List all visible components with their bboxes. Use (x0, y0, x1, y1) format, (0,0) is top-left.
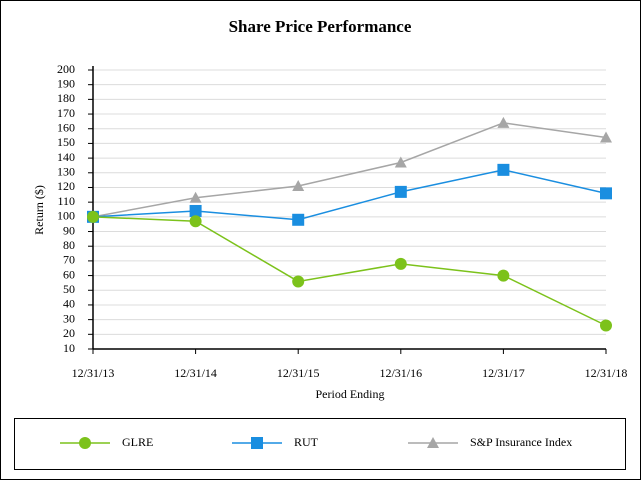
y-tick-label: 140 (57, 150, 75, 164)
data-point (189, 215, 202, 228)
data-point (497, 116, 510, 128)
y-tick-label: 100 (57, 209, 75, 223)
data-point (600, 131, 612, 143)
y-tick-label: 10 (63, 341, 75, 355)
legend-marker (427, 437, 439, 448)
y-tick-label: 90 (63, 223, 75, 237)
data-point (292, 180, 305, 192)
data-point (394, 185, 407, 198)
series-line (92, 216, 607, 327)
legend-label: S&P Insurance Index (470, 435, 572, 449)
y-tick-label: 160 (57, 120, 75, 134)
y-tick-label: 70 (63, 253, 75, 267)
legend-marker (79, 437, 91, 449)
data-point (497, 269, 510, 282)
data-point (87, 210, 99, 223)
data-point (292, 213, 305, 226)
y-tick-label: 170 (57, 106, 75, 120)
y-tick-label: 180 (57, 91, 75, 105)
y-tick-label: 30 (63, 311, 75, 325)
y-tick-label: 190 (57, 76, 75, 90)
data-point (600, 319, 612, 332)
legend-label: GLRE (122, 435, 153, 449)
data-point (394, 156, 407, 168)
y-tick-label: 130 (57, 165, 75, 179)
y-tick-label: 200 (57, 62, 75, 76)
chart-title: Share Price Performance (229, 17, 412, 36)
data-point (292, 275, 305, 288)
data-point (497, 163, 510, 176)
series-line (92, 122, 607, 218)
data-point (600, 187, 612, 200)
data-point (189, 204, 202, 217)
legend-marker (251, 437, 263, 449)
y-tick-label: 80 (63, 238, 75, 252)
y-axis-label: Return ($) (32, 185, 46, 235)
x-axis-label: Period Ending (316, 387, 385, 401)
x-tick-label: 12/31/15 (277, 366, 320, 380)
series-line (92, 169, 607, 221)
x-tick-label: 12/31/17 (482, 366, 525, 380)
y-tick-label: 120 (57, 179, 75, 193)
y-tick-label: 60 (63, 267, 75, 281)
data-point (189, 191, 202, 203)
x-tick-label: 12/31/13 (72, 366, 115, 380)
x-tick-label: 12/31/14 (174, 366, 217, 380)
y-tick-label: 40 (63, 297, 75, 311)
y-tick-label: 20 (63, 326, 75, 340)
x-tick-label: 12/31/18 (585, 366, 628, 380)
x-tick-label: 12/31/16 (379, 366, 422, 380)
data-point (394, 257, 407, 270)
y-tick-label: 150 (57, 135, 75, 149)
legend-box (14, 418, 626, 470)
legend-label: RUT (294, 435, 319, 449)
y-tick-label: 110 (57, 194, 75, 208)
y-tick-label: 50 (63, 282, 75, 296)
